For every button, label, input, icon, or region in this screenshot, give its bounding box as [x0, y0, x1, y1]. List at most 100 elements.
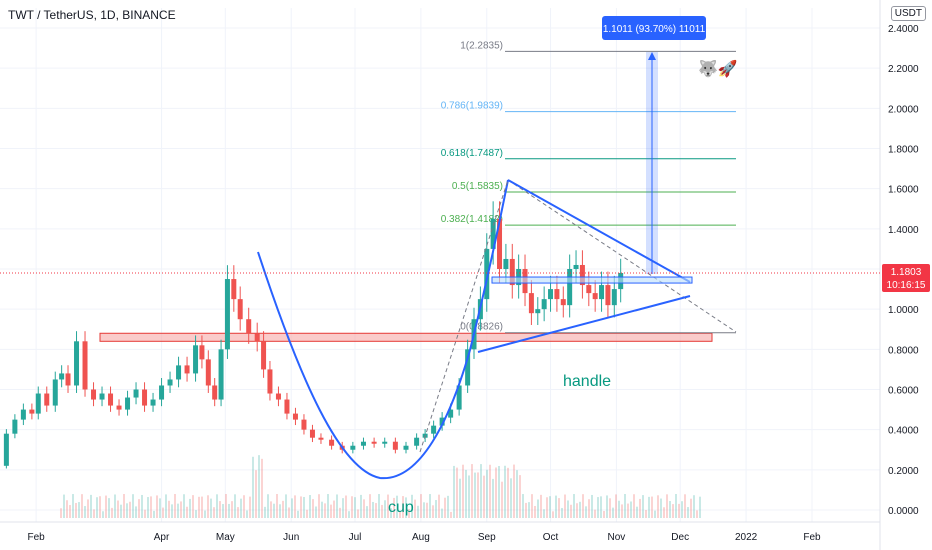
volume-bar	[132, 494, 134, 518]
candle-body	[465, 349, 471, 386]
volume-bar	[294, 495, 296, 518]
currency-badge[interactable]: USDT	[890, 6, 926, 21]
x-axis-labels: Feb Apr May Jun Jul Aug Sep Oct Nov Dec 2022 Feb	[28, 532, 822, 543]
candle-body	[579, 264, 585, 286]
volume-bar	[111, 507, 113, 518]
volume-bar	[426, 502, 428, 518]
candle-body	[497, 218, 503, 269]
volume-bar	[408, 509, 410, 518]
volume-bar	[642, 495, 644, 518]
grid	[0, 8, 880, 522]
volume-bar	[420, 494, 422, 518]
candle-body	[199, 345, 205, 360]
countdown-value: 10:16:15	[887, 280, 926, 291]
candle-body	[292, 413, 298, 420]
candle-body	[318, 437, 324, 440]
x-tick-label: Feb	[803, 532, 821, 543]
volume-bar	[252, 456, 254, 518]
volume-bar	[213, 507, 215, 518]
volume-bar	[396, 495, 398, 518]
volume-bar	[297, 510, 299, 518]
fib-level-label: 0.618(1.7487)	[441, 148, 503, 159]
volume-bar	[105, 495, 107, 518]
volume-bar	[357, 509, 359, 518]
volume-bar	[531, 494, 533, 518]
candle-body	[284, 399, 290, 414]
volume-bar	[123, 494, 125, 518]
volume-bar	[600, 496, 602, 518]
candle-body	[29, 409, 35, 414]
candle-body	[548, 289, 554, 300]
candle-body	[12, 419, 18, 434]
candle-body	[392, 441, 398, 450]
volume-bar	[192, 495, 194, 518]
volume-bar	[234, 494, 236, 518]
volume-bar	[480, 464, 482, 518]
x-tick-label: Oct	[543, 532, 559, 543]
volume-bar	[540, 494, 542, 518]
volume-bar	[699, 496, 701, 518]
candle-body	[59, 373, 65, 380]
volume-bar	[648, 496, 650, 518]
candle-body	[509, 258, 515, 286]
volume-bar	[210, 498, 212, 518]
volume-bar	[270, 501, 272, 518]
x-tick-label: Dec	[671, 532, 689, 543]
volume-bar	[306, 509, 308, 518]
volume-bar	[171, 504, 173, 518]
candle-body	[35, 393, 41, 414]
breakout-zone	[491, 276, 693, 284]
candle-body	[503, 258, 509, 269]
volume-bar	[660, 498, 662, 518]
volume-bar	[474, 472, 476, 518]
volume-bar	[258, 455, 260, 518]
volume-bar	[423, 502, 425, 518]
volume-bar	[309, 495, 311, 518]
volume-bar	[288, 507, 290, 518]
volume-bar	[468, 475, 470, 518]
volume-bar	[636, 506, 638, 518]
volume-bar	[363, 499, 365, 518]
y-tick-label: 2.4000	[888, 24, 919, 35]
volume-bar	[552, 511, 554, 518]
volume-bar	[666, 494, 668, 518]
volume-bar	[345, 495, 347, 518]
volume-bar	[390, 508, 392, 518]
candle-body	[218, 349, 224, 400]
volume-bars	[60, 455, 701, 518]
volume-bar	[630, 501, 632, 518]
volume-bar	[501, 481, 503, 518]
candle-body	[599, 285, 605, 300]
volume-bar	[579, 501, 581, 518]
candle-body	[261, 341, 267, 370]
volume-bar	[477, 472, 479, 518]
volume-bar	[321, 501, 323, 518]
volume-bar	[678, 503, 680, 518]
candle-body	[573, 264, 579, 269]
volume-bar	[84, 506, 86, 518]
support-zone	[99, 332, 713, 342]
current-price-tag	[882, 263, 930, 292]
volume-bar	[609, 498, 611, 518]
volume-bar	[372, 501, 374, 518]
volume-bar	[681, 501, 683, 518]
candle-body	[82, 341, 88, 390]
volume-bar	[624, 494, 626, 518]
current-price-value: 1.1803	[891, 267, 922, 278]
volume-bar	[519, 475, 521, 518]
volume-bar	[450, 511, 452, 518]
x-tick-label: 2022	[735, 532, 758, 543]
volume-bar	[561, 507, 563, 518]
volume-bar	[348, 511, 350, 518]
handle-label: handle	[563, 373, 611, 390]
volume-bar	[444, 497, 446, 518]
volume-bar	[402, 496, 404, 518]
volume-bar	[360, 494, 362, 518]
candle-body	[108, 393, 114, 406]
candle-body	[414, 437, 420, 446]
volume-bar	[669, 501, 671, 518]
volume-bar	[603, 510, 605, 518]
candle-body	[133, 389, 139, 398]
volume-bar	[366, 506, 368, 518]
